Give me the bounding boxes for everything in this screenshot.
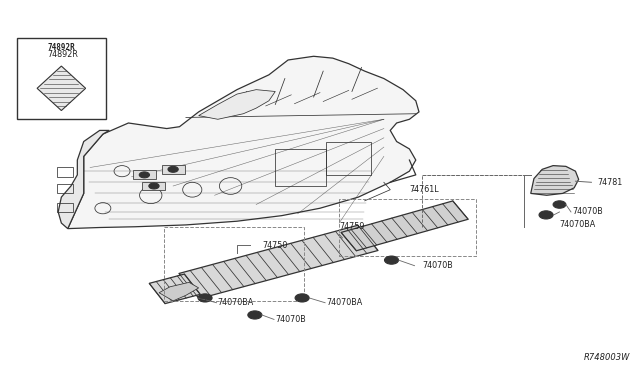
FancyBboxPatch shape [162,165,184,174]
Bar [326,141,371,175]
Text: 74070B: 74070B [572,208,603,217]
Text: 74070BA: 74070BA [218,298,254,307]
Polygon shape [179,225,378,299]
Text: 74070B: 74070B [422,261,453,270]
Circle shape [553,201,566,208]
Polygon shape [58,131,109,229]
Bar [164,227,304,301]
Text: 74781: 74781 [598,178,623,187]
Circle shape [168,166,178,172]
Text: 74070BA: 74070BA [559,221,596,230]
Polygon shape [341,201,468,251]
Circle shape [385,256,399,264]
Polygon shape [149,274,200,304]
Bar [275,149,326,186]
Circle shape [140,172,150,178]
Bar [339,199,476,256]
Text: 74070B: 74070B [275,315,306,324]
Circle shape [248,311,262,319]
Polygon shape [37,66,86,110]
Bar [57,184,73,193]
Circle shape [198,294,212,302]
Circle shape [295,294,309,302]
Bar [57,203,73,212]
Circle shape [539,211,553,219]
Text: 74070BA: 74070BA [326,298,363,307]
Text: 74750: 74750 [262,241,288,250]
FancyBboxPatch shape [143,182,166,190]
Text: 74892R: 74892R [47,50,78,59]
Text: R748003W: R748003W [583,353,630,362]
Bar [17,38,106,119]
Text: 74761L: 74761L [410,185,439,194]
Text: 74892R: 74892R [47,43,76,52]
Polygon shape [531,166,579,195]
Polygon shape [159,282,198,301]
Text: 74759: 74759 [339,222,365,231]
Circle shape [149,183,159,189]
Polygon shape [68,56,419,229]
FancyBboxPatch shape [133,170,156,179]
Polygon shape [198,90,275,119]
Bar [57,167,73,177]
